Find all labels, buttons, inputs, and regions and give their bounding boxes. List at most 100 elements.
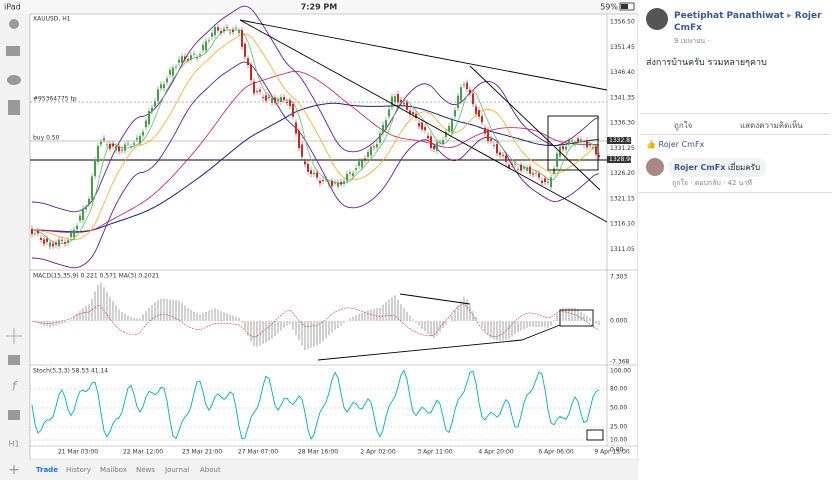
stoch-axis: 50.00 bbox=[610, 405, 627, 412]
candle bbox=[325, 178, 327, 180]
candle bbox=[382, 124, 384, 133]
price-label: 1331.25 bbox=[610, 145, 635, 152]
stoch-axis: 100.00 bbox=[610, 368, 631, 375]
candle bbox=[478, 110, 480, 117]
candle bbox=[106, 144, 108, 146]
candle bbox=[259, 89, 261, 92]
candle bbox=[526, 167, 528, 171]
candle bbox=[301, 144, 303, 157]
tab[interactable]: Journal bbox=[164, 466, 189, 474]
price-label: 1326.20 bbox=[610, 170, 635, 177]
macd-label: MACD(15,35,9) 0.221 0.571 MA(3) 0.2021 bbox=[33, 273, 160, 280]
c-like[interactable]: ถูกใจ bbox=[672, 179, 688, 187]
candle bbox=[217, 27, 219, 31]
candle bbox=[562, 146, 564, 150]
post-text: ส่งการบ้านครับ รวมหลายๆคาบ bbox=[646, 58, 767, 68]
candle bbox=[475, 106, 477, 114]
stoch-axis: 0.00 bbox=[610, 447, 624, 454]
time-label: 23 Mar 21:00 bbox=[182, 449, 222, 456]
tab[interactable]: Trade bbox=[36, 466, 58, 474]
candle bbox=[529, 166, 531, 174]
date: 9 เมษายน · bbox=[674, 37, 710, 45]
candle bbox=[274, 97, 276, 103]
candle bbox=[436, 142, 438, 151]
candle bbox=[415, 113, 417, 118]
macd-signal bbox=[31, 303, 600, 338]
target[interactable]: Rojer CmFx bbox=[674, 11, 822, 33]
candle bbox=[322, 180, 324, 182]
candle bbox=[493, 145, 495, 147]
candle bbox=[283, 97, 285, 100]
candle bbox=[403, 102, 405, 105]
candle bbox=[295, 122, 297, 134]
tab[interactable]: History bbox=[66, 466, 91, 474]
candle bbox=[97, 145, 99, 162]
candle bbox=[124, 144, 126, 151]
candle bbox=[448, 126, 450, 132]
candle bbox=[226, 27, 228, 28]
arrow: ▸ bbox=[787, 11, 792, 21]
candle bbox=[343, 181, 345, 184]
candle bbox=[55, 242, 57, 245]
candle bbox=[103, 138, 105, 140]
time-label: 21 Mar 03:00 bbox=[58, 449, 98, 456]
candle bbox=[409, 110, 411, 115]
candle bbox=[73, 229, 75, 238]
candle bbox=[472, 93, 474, 105]
candle bbox=[424, 127, 426, 131]
author[interactable]: Peetiphat Panathiwat bbox=[674, 11, 784, 21]
liker[interactable]: Rojer CmFx bbox=[658, 140, 705, 149]
comment-text: เยี่ยมครับ bbox=[727, 163, 761, 172]
candle bbox=[505, 155, 507, 162]
candle bbox=[79, 215, 81, 221]
stoch-axis: 25.00 bbox=[610, 424, 627, 431]
like[interactable]: ถูกใจ bbox=[674, 121, 693, 130]
candle bbox=[574, 143, 576, 145]
candle bbox=[397, 93, 399, 103]
tab[interactable]: Mailbox bbox=[100, 466, 127, 474]
c-reply[interactable]: ตอบกลับ bbox=[694, 179, 721, 187]
candle bbox=[550, 177, 552, 188]
candle bbox=[151, 107, 153, 112]
candle bbox=[367, 152, 369, 157]
candle bbox=[85, 207, 87, 210]
candle bbox=[334, 182, 336, 184]
candle bbox=[187, 59, 189, 61]
comment-btn[interactable]: แสดงความคิดเห็น bbox=[740, 121, 803, 130]
tp-label: #95364775 tp bbox=[33, 96, 77, 103]
indicator bbox=[31, 102, 600, 233]
price-label: 1346.40 bbox=[610, 69, 635, 76]
tab[interactable]: News bbox=[136, 466, 155, 474]
candle bbox=[313, 172, 315, 175]
candle bbox=[349, 172, 351, 174]
candle bbox=[40, 237, 42, 240]
price-label: 1351.45 bbox=[610, 44, 635, 51]
candle bbox=[310, 170, 312, 175]
comment-author[interactable]: Rojer CmFx bbox=[674, 163, 726, 172]
time-label: 9 Apr 15:00 bbox=[594, 449, 629, 456]
candle bbox=[508, 164, 510, 169]
candle bbox=[244, 43, 246, 57]
candle bbox=[190, 55, 192, 60]
candle bbox=[115, 146, 117, 151]
indicator bbox=[31, 70, 600, 234]
candle bbox=[580, 139, 582, 142]
candle bbox=[145, 120, 147, 128]
candle bbox=[346, 173, 348, 181]
candle bbox=[256, 91, 258, 92]
candle bbox=[31, 228, 33, 235]
candle bbox=[481, 116, 483, 123]
candle bbox=[139, 136, 141, 144]
candle bbox=[241, 29, 243, 47]
facebook-panel: Peetiphat Panathiwat ▸ Rojer CmFx 9 เมษา… bbox=[638, 0, 832, 480]
candle bbox=[232, 29, 234, 33]
indicator bbox=[31, 33, 600, 241]
current-price: 1332.82 bbox=[609, 137, 634, 144]
candle bbox=[565, 146, 567, 150]
tab[interactable]: About bbox=[200, 466, 221, 474]
candle bbox=[427, 135, 429, 139]
candle bbox=[439, 142, 441, 143]
candle bbox=[175, 66, 177, 68]
candle bbox=[568, 140, 570, 145]
candle bbox=[112, 143, 114, 147]
